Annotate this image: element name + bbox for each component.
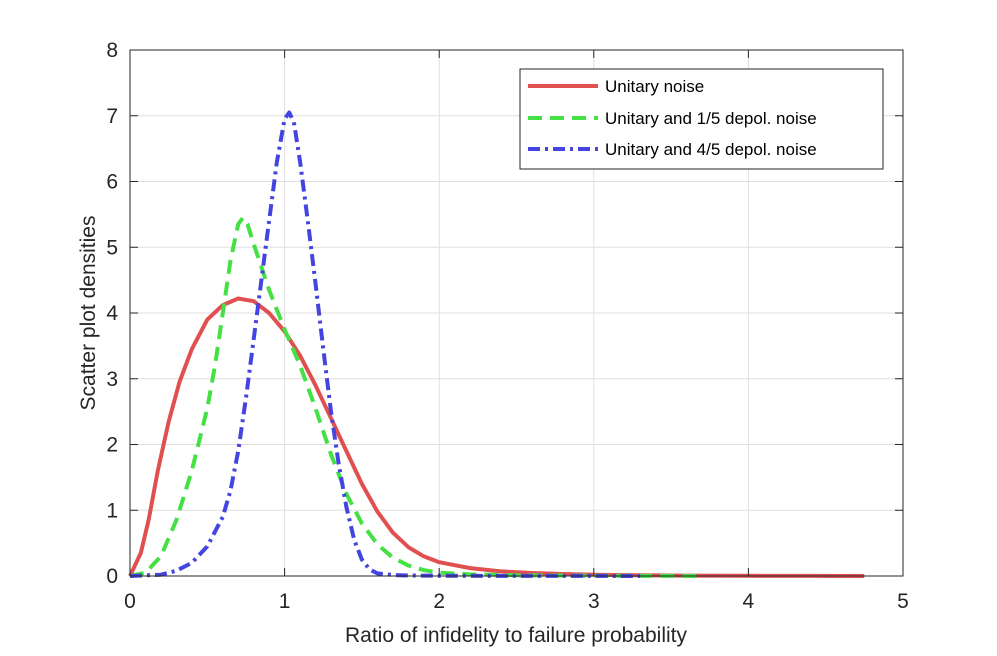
x-tick-label: 4 <box>743 590 755 613</box>
x-tick-label: 5 <box>897 590 909 613</box>
series-group <box>128 110 865 578</box>
y-tick-label: 5 <box>106 236 118 259</box>
y-tick-label: 0 <box>106 565 118 588</box>
y-tick-label: 3 <box>106 368 118 391</box>
y-tick-label: 1 <box>106 499 118 522</box>
x-tick-label: 2 <box>433 590 445 613</box>
x-tick-label: 1 <box>279 590 291 613</box>
legend-label-unitary-4-5-depol: Unitary and 4/5 depol. noise <box>605 140 817 159</box>
y-tick-label: 4 <box>106 302 118 325</box>
legend-label-unitary-1-5-depol: Unitary and 1/5 depol. noise <box>605 109 817 128</box>
y-tick-label: 2 <box>106 434 118 457</box>
series-line-1 <box>129 215 703 578</box>
x-axis-title: Ratio of infidelity to failure probabili… <box>345 624 688 647</box>
x-tick-label: 3 <box>588 590 600 613</box>
y-tick-label: 7 <box>106 105 118 128</box>
legend-label-unitary-noise: Unitary noise <box>605 77 704 96</box>
x-tick-label: 0 <box>124 590 136 613</box>
y-tick-label: 8 <box>106 39 118 62</box>
y-axis-title: Scatter plot densities <box>77 216 100 411</box>
series-line-2 <box>129 110 641 578</box>
legend: Unitary noise Unitary and 1/5 depol. noi… <box>519 68 884 170</box>
y-tick-label: 6 <box>106 171 118 194</box>
axis-ticks: 0 1 2 3 4 5 0 1 2 3 4 5 6 7 8 <box>106 39 909 613</box>
